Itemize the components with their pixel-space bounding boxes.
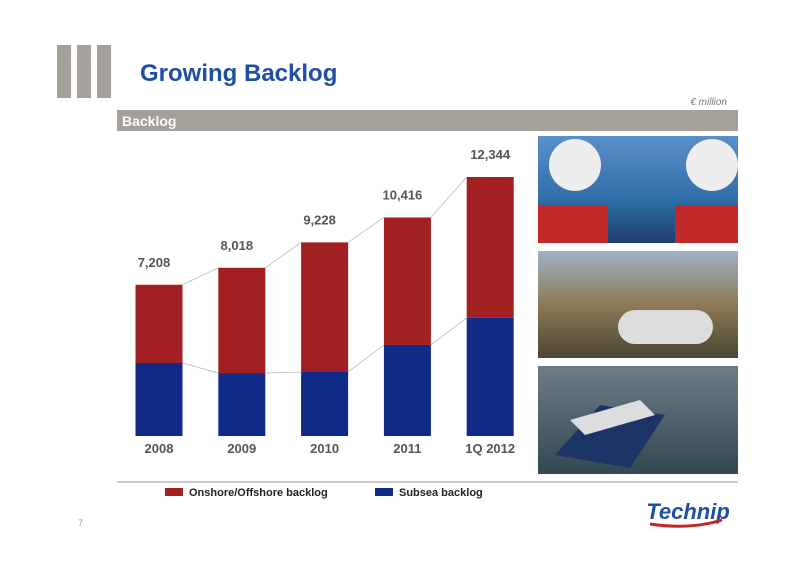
- bar-segment: [383, 217, 431, 345]
- category-label: 2011: [393, 441, 421, 456]
- bar-segment: [135, 362, 183, 436]
- connector: [265, 242, 302, 269]
- connector: [182, 267, 219, 286]
- deco-bar: [57, 45, 71, 98]
- unit: € million: [690, 97, 727, 108]
- title: Growing Backlog: [140, 60, 337, 87]
- bar-segment: [466, 317, 514, 436]
- photos: [538, 136, 738, 474]
- connector: [182, 362, 219, 374]
- helmet: [549, 139, 601, 191]
- deck: [570, 400, 655, 435]
- deco-bar: [97, 45, 111, 98]
- tank: [618, 310, 713, 344]
- bar-segment: [218, 373, 266, 436]
- category-label: 2010: [310, 441, 339, 456]
- vessel: [555, 405, 665, 468]
- legend-label: Onshore/Offshore backlog: [189, 487, 328, 499]
- total-label: 10,416: [383, 187, 423, 202]
- helmet: [686, 139, 738, 191]
- section-bar: [117, 110, 738, 131]
- connector: [265, 371, 302, 374]
- connector: [430, 317, 467, 346]
- legend-swatch: [375, 488, 393, 496]
- bar-segment: [301, 242, 349, 373]
- bar-segment: [466, 177, 514, 318]
- jacket: [538, 205, 608, 243]
- chart: 7,208 2008 8,018 2009 9,228 2010 10,416 2011 12,…: [135, 147, 515, 499]
- connector: [347, 217, 385, 243]
- bar-segment: [301, 372, 349, 436]
- connector: [347, 344, 385, 373]
- legend-label: Subsea backlog: [399, 487, 483, 499]
- total-label: 12,344: [470, 147, 511, 162]
- bar-segment: [218, 267, 266, 374]
- category-label: 1Q 2012: [465, 441, 515, 456]
- connector: [430, 176, 467, 218]
- total-label: 8,018: [221, 238, 254, 253]
- total-label: 9,228: [303, 212, 336, 227]
- deco-bar: [77, 45, 91, 98]
- category-label: 2008: [145, 441, 174, 456]
- category-label: 2009: [227, 441, 256, 456]
- section-title: Backlog: [122, 113, 176, 129]
- total-label: 7,208: [138, 255, 171, 270]
- page-number: 7: [78, 518, 83, 528]
- bar-segment: [135, 284, 183, 363]
- legend-swatch: [165, 488, 183, 496]
- logo-swoosh: [649, 518, 723, 528]
- bar-segment: [383, 344, 431, 436]
- jacket: [675, 205, 738, 243]
- logo: Technip: [646, 499, 730, 524]
